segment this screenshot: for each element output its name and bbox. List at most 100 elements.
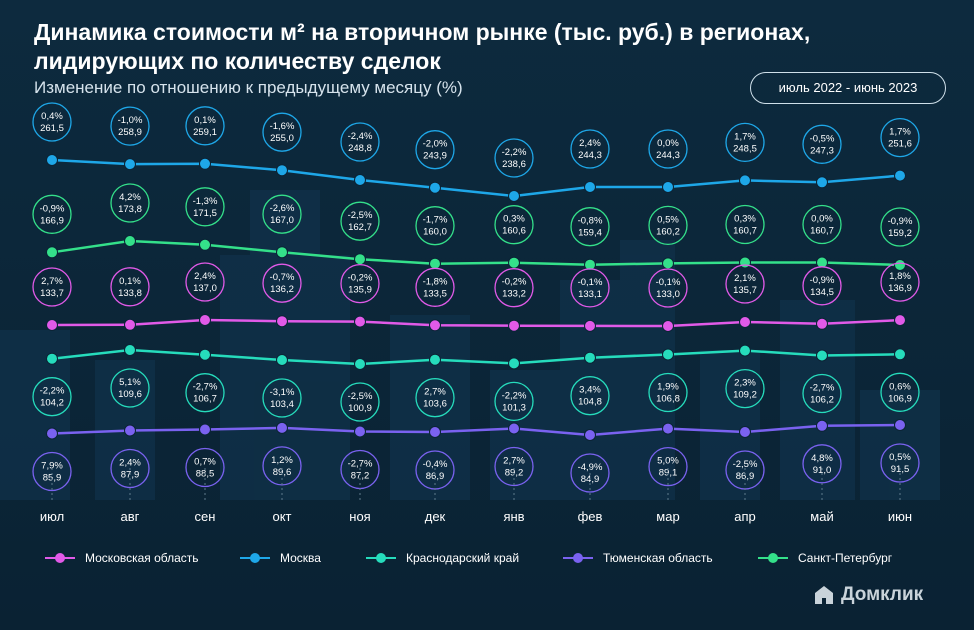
legend-label: Краснодарский край	[406, 551, 520, 565]
change-label: 0,6%	[889, 381, 911, 392]
x-tick-label: апр	[734, 509, 756, 524]
change-label: 2,4%	[579, 138, 601, 149]
data-label: 2,4%244,3	[570, 129, 610, 169]
data-label: 2,3%109,2	[725, 368, 765, 409]
data-label: -2,7%106,2	[802, 373, 842, 414]
x-tick-label: ноя	[349, 509, 370, 524]
legend-label: Санкт-Петербург	[798, 551, 893, 565]
data-point	[894, 314, 906, 327]
change-label: 0,1%	[194, 115, 216, 126]
data-point	[276, 246, 288, 259]
data-point	[46, 427, 58, 440]
label-ring	[570, 129, 610, 169]
label-ring	[802, 204, 842, 245]
data-label: -2,2%104,2	[32, 377, 72, 417]
data-point	[354, 358, 366, 370]
x-tick-label: июл	[40, 509, 64, 524]
data-point	[276, 354, 288, 366]
data-label: 0,1%133,8	[110, 267, 150, 307]
data-label: 2,1%135,7	[725, 264, 765, 304]
series-line	[50, 239, 902, 267]
data-label: -0,1%133,0	[648, 268, 688, 308]
value-label: 104,2	[40, 398, 64, 409]
value-label: 162,7	[348, 222, 372, 233]
legend-marker	[758, 553, 788, 563]
value-label: 171,5	[193, 208, 217, 219]
legend-item: Тюменская область	[563, 547, 713, 569]
value-label: 167,0	[270, 215, 294, 226]
house-icon	[815, 586, 833, 604]
label-ring	[648, 129, 688, 169]
value-label: 159,4	[578, 228, 602, 239]
label-ring	[648, 205, 688, 246]
label-ring	[185, 262, 225, 302]
data-point	[816, 256, 828, 269]
data-label: -0,9%166,9	[32, 194, 72, 234]
change-label: 0,3%	[734, 214, 756, 225]
data-point	[199, 314, 211, 326]
data-point	[894, 169, 906, 182]
change-label: -0,9%	[810, 275, 835, 286]
value-label: 248,8	[348, 143, 372, 154]
label-ring	[494, 446, 534, 487]
change-label: -1,3%	[193, 196, 218, 207]
change-label: 2,7%	[503, 456, 525, 467]
data-label: -0,8%159,4	[570, 207, 610, 247]
value-label: 106,2	[810, 395, 834, 406]
brand-name: Домклик	[841, 584, 924, 605]
series-3: 2,7%133,70,1%133,82,4%137,0-0,7%136,2-0,…	[32, 262, 920, 332]
change-label: 0,0%	[811, 214, 833, 225]
value-label: 159,2	[888, 228, 912, 239]
data-label: 1,9%106,8	[648, 372, 688, 413]
legend-marker	[366, 553, 396, 563]
data-point	[739, 344, 751, 357]
data-point	[429, 181, 441, 194]
data-point	[276, 164, 288, 177]
data-label: 4,8%91,0	[802, 444, 842, 484]
data-point	[816, 317, 828, 330]
label-ring	[648, 446, 688, 487]
data-point	[508, 422, 520, 435]
data-label: -0,9%159,2	[880, 207, 920, 247]
label-ring	[32, 267, 72, 307]
data-label: -0,7%136,2	[262, 263, 302, 303]
value-label: 86,9	[426, 471, 445, 482]
data-label: 0,5%160,2	[648, 205, 688, 246]
label-ring	[802, 444, 842, 484]
label-ring	[262, 263, 302, 303]
label-ring	[494, 205, 534, 245]
change-label: 1,9%	[657, 382, 679, 393]
data-point	[894, 419, 906, 431]
value-label: 160,2	[656, 226, 680, 237]
series-line	[50, 158, 902, 198]
change-label: -0,7%	[270, 272, 295, 283]
data-point	[124, 344, 136, 356]
value-label: 103,6	[423, 399, 447, 410]
data-label: -0,5%247,3	[802, 124, 842, 164]
legend-label: Москва	[280, 551, 321, 565]
label-ring	[494, 138, 534, 178]
data-label: 0,3%160,7	[725, 204, 765, 245]
change-label: -2,2%	[502, 390, 527, 401]
data-label: 0,0%244,3	[648, 129, 688, 169]
data-label: 0,4%261,5	[32, 102, 72, 142]
domclick-logo: Домклик	[813, 584, 923, 606]
label-ring	[340, 201, 380, 241]
value-label: 89,6	[273, 467, 292, 478]
value-label: 86,9	[736, 471, 755, 482]
change-label: 7,9%	[41, 461, 63, 472]
change-label: -2,5%	[348, 210, 373, 221]
x-tick-label: дек	[425, 509, 446, 524]
label-ring	[415, 206, 455, 246]
change-label: 0,5%	[889, 452, 911, 463]
data-point	[662, 348, 674, 361]
change-label: -0,2%	[348, 273, 373, 284]
data-label: -1,7%160,0	[415, 206, 455, 246]
change-label: -2,5%	[348, 391, 373, 402]
value-label: 258,9	[118, 127, 142, 138]
data-label: -0,2%135,9	[340, 263, 380, 304]
change-label: 4,8%	[811, 453, 833, 464]
label-ring	[802, 266, 842, 306]
x-tick-label: май	[810, 509, 833, 524]
